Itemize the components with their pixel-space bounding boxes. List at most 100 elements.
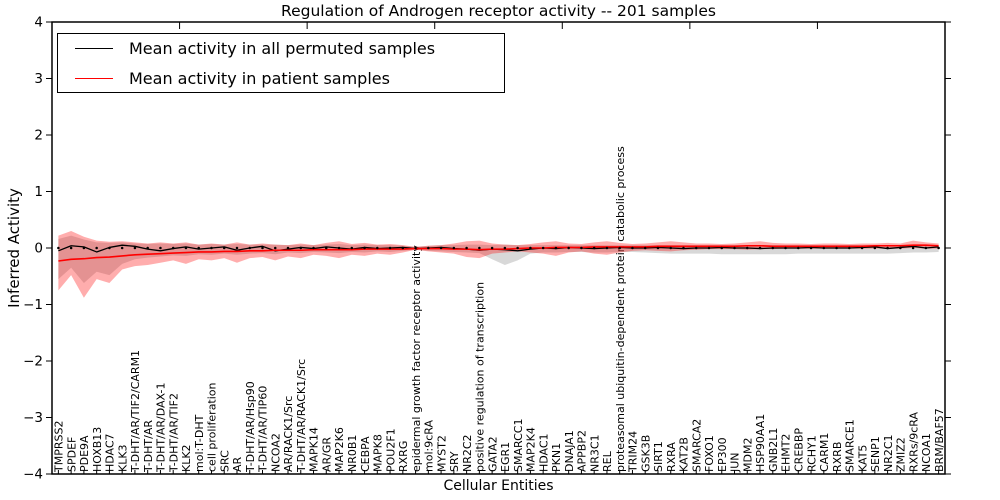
- zero-dot: [184, 246, 188, 250]
- zero-dot: [784, 246, 787, 250]
- entity-label: mol:9cRA: [423, 420, 436, 472]
- legend-line-sample-icon: [75, 77, 113, 79]
- zero-marker-dots: [57, 246, 940, 250]
- entity-label: REL: [601, 450, 614, 472]
- entity-label: RXRB: [831, 442, 844, 472]
- zero-dot: [886, 246, 889, 250]
- entity-label: RXRs/9cRA: [907, 411, 920, 472]
- zero-dot: [541, 246, 545, 250]
- zero-dot: [937, 246, 940, 250]
- zero-dot: [222, 246, 226, 250]
- entity-label: T-DHT/AR: [142, 420, 155, 473]
- entity-label: NR2C2: [461, 434, 474, 472]
- entity-label: KLK2: [180, 444, 193, 472]
- zero-dot: [516, 246, 519, 250]
- tick-marks: [46, 21, 951, 475]
- zero-dot: [401, 246, 405, 250]
- zero-dot: [465, 246, 468, 250]
- zero-dot: [899, 246, 902, 250]
- zero-dot: [618, 246, 621, 250]
- entity-label: NR3C1: [588, 434, 601, 472]
- entity-label: MDM2: [741, 438, 754, 472]
- entity-label: MYST2: [435, 435, 448, 472]
- legend-line-sample-icon: [75, 47, 113, 49]
- x-axis-label: Cellular Entities: [443, 478, 554, 494]
- zero-dot: [478, 246, 481, 250]
- zero-dot: [439, 246, 443, 250]
- legend-entry: Mean activity in patient samples: [58, 66, 504, 91]
- zero-dot: [771, 246, 775, 250]
- zero-dot: [210, 246, 213, 250]
- entity-label: NCOA2: [269, 433, 282, 472]
- zero-dot: [835, 246, 838, 250]
- chart-title: Regulation of Androgen receptor activity…: [281, 2, 716, 20]
- y-tick-label: 1: [34, 184, 43, 200]
- entity-label: HDAC1: [537, 433, 550, 472]
- entity-tick-labels: TMPRSS2 SPDEF PDE9A HOXB13 HDAC7 KLK3 T-DHT/AR…: [53, 146, 946, 473]
- y-tick-label: 4: [34, 15, 43, 31]
- entity-label: DNAJA1: [563, 430, 576, 472]
- entity-label: SIRT1: [652, 441, 665, 472]
- zero-dot: [82, 246, 86, 250]
- entity-label: EGR1: [499, 442, 512, 472]
- zero-dot: [388, 246, 392, 250]
- zero-dot: [171, 246, 175, 250]
- entity-label: BRM/BAF57: [933, 408, 946, 472]
- zero-dot: [848, 246, 851, 250]
- entity-label: GSK3B: [639, 435, 652, 472]
- zero-dot: [911, 246, 915, 250]
- entity-label: KLK3: [116, 444, 129, 472]
- entity-label: AR: [231, 456, 244, 472]
- entity-label: T-DHT/AR/TIP60: [257, 386, 270, 473]
- entity-label: POU2F1: [384, 428, 397, 472]
- zero-dot: [797, 246, 800, 250]
- zero-dot: [69, 246, 73, 250]
- entity-label: SENP1: [869, 436, 882, 472]
- entity-label: T-DHT/AR/TIF2: [167, 393, 180, 473]
- zero-dot: [694, 246, 698, 250]
- entity-label: T-DHT/AR/DAX-1: [155, 383, 168, 473]
- zero-dot: [452, 246, 456, 250]
- zero-dot: [605, 246, 609, 250]
- entity-label: CEBPA: [359, 436, 372, 472]
- patient-mean-line: [58, 244, 939, 262]
- y-tick-label: −1: [23, 297, 43, 313]
- zero-dot: [631, 246, 634, 250]
- zero-dot: [669, 246, 672, 250]
- entity-label: mol:T-DHT: [193, 414, 206, 472]
- zero-dot: [720, 246, 723, 250]
- zero-dot: [312, 246, 315, 250]
- zero-dot: [274, 246, 277, 250]
- entity-label: PKN1: [550, 443, 563, 472]
- zero-dot: [809, 246, 813, 250]
- entity-label: KAT2B: [678, 437, 691, 472]
- zero-dot: [414, 246, 417, 250]
- entity-label: MAP2K4: [525, 427, 538, 472]
- entity-label: MAP2K6: [333, 427, 346, 472]
- legend-entry-label: Mean activity in patient samples: [129, 68, 390, 88]
- zero-dot: [822, 246, 826, 250]
- zero-dot: [159, 246, 162, 250]
- zero-dot: [197, 246, 200, 250]
- entity-label: KAT5: [856, 445, 869, 472]
- legend-entry-label: Mean activity in all permuted samples: [129, 38, 436, 58]
- entity-label: T-DHT/AR/TIF2/CARM1: [129, 350, 142, 473]
- zero-dot: [261, 246, 264, 250]
- y-tick-labels: 4 3 2 1 0 −1 −2 −3 −4: [23, 15, 43, 483]
- entity-label: positive regulation of transcription: [474, 282, 487, 472]
- zero-dot: [146, 246, 149, 250]
- zero-dot: [248, 246, 251, 250]
- y-tick-label: 2: [34, 128, 43, 144]
- entity-label: epidermal growth factor receptor activit…: [410, 245, 423, 472]
- entity-label: CARM1: [818, 433, 831, 472]
- zero-dot: [503, 246, 507, 250]
- zero-dot: [924, 246, 928, 250]
- zero-dot: [286, 246, 290, 250]
- entity-label: ZMIZ2: [895, 437, 908, 472]
- zero-dot: [299, 246, 303, 250]
- entity-label: cell proliferation: [206, 382, 219, 472]
- y-tick-label: −3: [23, 410, 43, 426]
- zero-dot: [656, 246, 660, 250]
- entity-label: AR/GR: [320, 437, 333, 472]
